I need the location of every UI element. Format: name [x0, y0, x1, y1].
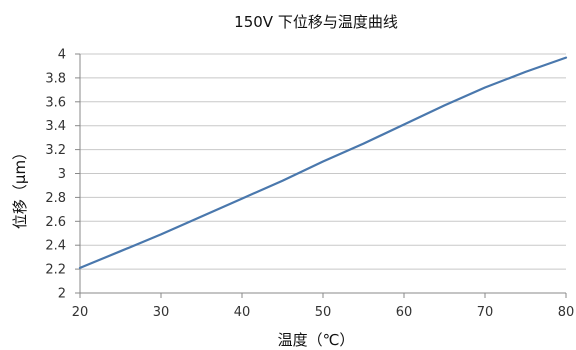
y-tick-label-3: 2.6 [45, 215, 66, 230]
x-tick-label-0: 20 [72, 305, 89, 320]
y-tick-label-0: 2 [58, 287, 66, 302]
chart-title: 150V 下位移与温度曲线 [234, 13, 398, 31]
y-tick-label-4: 2.8 [45, 191, 66, 206]
y-axis-title: 位移（μm） [11, 145, 29, 229]
axes [75, 53, 567, 298]
x-tick-label-3: 50 [315, 305, 332, 320]
y-tick-label-1: 2.2 [45, 263, 66, 278]
y-tick-labels: 2 2.2 2.4 2.6 2.8 3 3.2 3.4 3.6 3.8 4 [45, 48, 66, 302]
x-tick-labels: 20 30 40 50 60 70 80 [72, 305, 575, 320]
y-tick-label-5: 3 [58, 167, 66, 182]
y-tick-label-7: 3.4 [45, 119, 66, 134]
x-tick-label-4: 60 [396, 305, 413, 320]
x-tick-label-2: 40 [234, 305, 251, 320]
series-line-0 [78, 56, 568, 269]
series-lines [78, 56, 568, 269]
x-tick-label-6: 80 [558, 305, 575, 320]
y-tick-label-2: 2.4 [45, 239, 66, 254]
y-tick-label-8: 3.6 [45, 95, 66, 110]
y-tick-label-9: 3.8 [45, 71, 66, 86]
grid-lines [80, 53, 566, 294]
y-tick-label-10: 4 [58, 48, 66, 63]
x-tick-label-5: 70 [477, 305, 494, 320]
y-tick-label-6: 3.2 [45, 143, 66, 158]
x-tick-label-1: 30 [153, 305, 170, 320]
x-axis-title: 温度（℃） [278, 331, 355, 349]
